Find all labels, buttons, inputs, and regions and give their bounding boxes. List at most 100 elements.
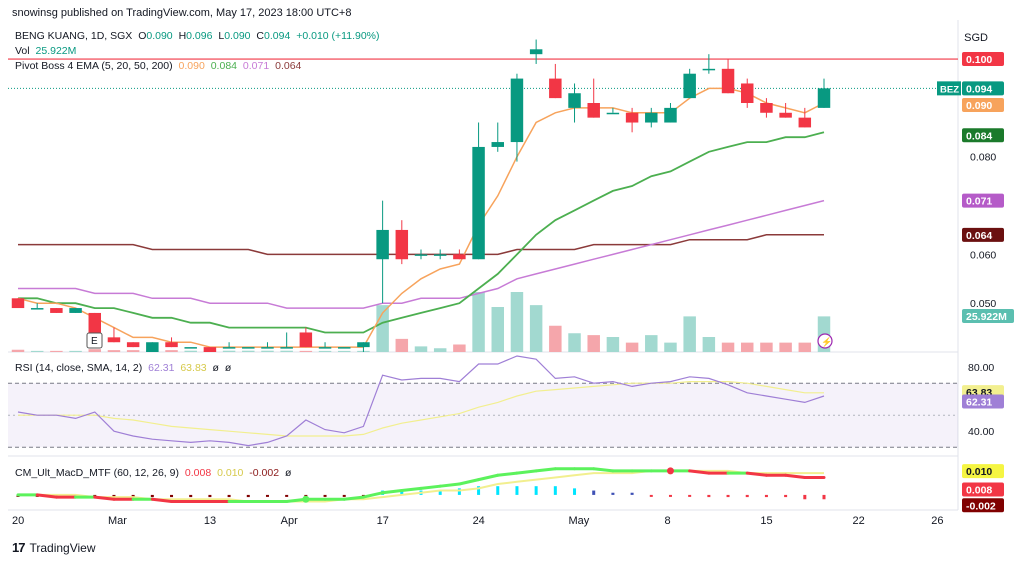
- price-tick: 0.050: [970, 298, 996, 310]
- macd-line-segment: [477, 473, 500, 482]
- ema5-price-tag: 0.090: [966, 100, 992, 112]
- last-price-tag: 0.094: [966, 83, 992, 95]
- candle-body: [30, 308, 44, 310]
- macd-histogram-bar: [438, 490, 442, 495]
- ema200-price-tag: 0.064: [966, 230, 992, 242]
- ema20-line: [18, 131, 825, 334]
- volume-bar: [549, 325, 562, 352]
- macd-histogram-bar: [688, 494, 692, 497]
- lightning-marker-icon: [817, 333, 833, 349]
- candle-body: [702, 68, 716, 71]
- publisher-line: snowinsg published on TradingView.com, M…: [12, 7, 352, 19]
- volume-legend-label: Vol: [15, 45, 30, 57]
- macd-histogram-bar: [189, 494, 193, 498]
- low-label: L: [218, 30, 225, 42]
- ema50-legend-value: 0.071: [242, 60, 270, 72]
- macd-histogram-bar: [573, 488, 577, 495]
- candle-body: [549, 78, 562, 99]
- macd-line-segment: [515, 469, 538, 475]
- volume-bar: [568, 333, 581, 352]
- macd-line-segment: [381, 489, 404, 495]
- macd-tag-3-bg: [962, 498, 1004, 513]
- macd-line-segment: [342, 495, 365, 501]
- volume-bar: [107, 350, 121, 352]
- macd-histogram-bar: [400, 490, 404, 495]
- macd-line-segment: [93, 495, 116, 501]
- macd-histogram-bar: [323, 494, 327, 497]
- candle-body: [683, 73, 696, 99]
- time-tick: 20: [12, 515, 24, 527]
- macd-histogram-bar: [630, 492, 634, 495]
- candle-body: [222, 347, 236, 349]
- macd-cross-dot: [302, 495, 310, 503]
- candle-body: [69, 308, 82, 313]
- time-tick: 15: [760, 515, 772, 527]
- tradingview-brand[interactable]: 17 TradingView: [12, 540, 96, 555]
- volume-bar: [741, 342, 754, 352]
- earnings-marker: E: [91, 336, 98, 347]
- candle-body: [280, 347, 293, 349]
- time-tick: 24: [473, 515, 485, 527]
- lightning-glyph: ⚡: [821, 336, 832, 348]
- candle-body: [261, 347, 274, 349]
- candle-body: [741, 83, 754, 103]
- rsi-sma-line: [18, 381, 824, 437]
- candle-body: [107, 337, 121, 343]
- macd-histogram-bar: [285, 494, 289, 497]
- hline-price-tag: 0.100: [966, 54, 992, 66]
- time-tick: Mar: [108, 515, 127, 527]
- ema-legend: Pivot Boss 4 EMA (5, 20, 50, 200) 0.090 …: [15, 60, 304, 72]
- volume-bar: [338, 350, 351, 352]
- macd-histogram-bar: [803, 494, 807, 500]
- time-tick: 13: [204, 515, 216, 527]
- rsi-sma-legend-value: 63.83: [180, 362, 207, 374]
- hline-price-tag-bg: [962, 52, 1004, 67]
- ema50-line: [18, 199, 825, 309]
- volume-legend-value: 25.922M: [35, 45, 77, 57]
- volume-bar: [491, 307, 504, 352]
- time-tick: 8: [664, 515, 670, 527]
- last-price-tag-bg: [962, 81, 1004, 96]
- volume-bar: [126, 350, 140, 352]
- volume-bar: [779, 342, 792, 352]
- volume-bar: [529, 305, 543, 352]
- volume-bar: [395, 338, 409, 352]
- macd-line-segment: [361, 491, 385, 499]
- time-tick: May: [569, 515, 590, 527]
- candle-body: [50, 308, 63, 313]
- ema200-legend-value: 0.064: [275, 60, 302, 72]
- volume-bar: [299, 350, 313, 352]
- macd-histogram-bar: [515, 486, 519, 495]
- candle-body: [645, 112, 658, 123]
- volume-bar: [606, 337, 620, 352]
- volume-tag-bg: [962, 309, 1014, 323]
- candle-body: [664, 107, 677, 123]
- time-tick: 26: [931, 515, 943, 527]
- rsi-legend-label: RSI (14, close, SMA, 14, 2): [15, 362, 143, 374]
- ema-legend-label: Pivot Boss 4 EMA (5, 20, 50, 200): [15, 60, 173, 72]
- candle-body: [242, 347, 255, 349]
- candle-body: [817, 88, 831, 108]
- macd-histogram-bar: [592, 490, 596, 495]
- volume-bar: [798, 342, 812, 352]
- volume-bar: [222, 350, 236, 352]
- candle-body: [491, 142, 504, 147]
- volume-price-tag: 25.922M: [966, 311, 1007, 323]
- rsi-line: [17, 355, 825, 447]
- macd-histogram-bar: [668, 494, 672, 497]
- candle-body: [338, 347, 351, 349]
- volume-bar: [472, 292, 485, 352]
- candle-body: [376, 229, 389, 260]
- macd-tag-2: 0.008: [966, 484, 992, 496]
- close-label: C: [256, 30, 265, 42]
- candle-body: [299, 332, 313, 348]
- volume-bar: [433, 348, 447, 352]
- macd-histogram-bar: [649, 494, 653, 497]
- macd-tag-2-bg: [962, 482, 1004, 497]
- volume-bar: [165, 350, 178, 352]
- macd-line-segment: [150, 497, 174, 503]
- candle-body: [760, 103, 773, 113]
- candle-body: [146, 342, 159, 352]
- high-value: 0.096: [186, 30, 213, 42]
